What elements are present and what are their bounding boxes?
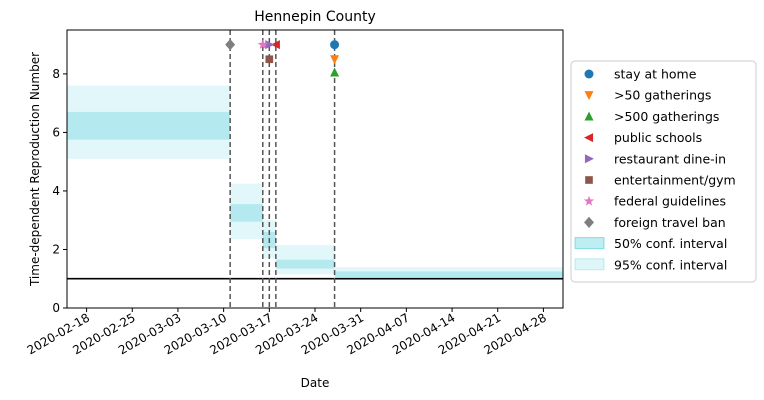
intervention-marker	[225, 39, 236, 51]
legend-label: federal guidelines	[614, 194, 726, 209]
ci95-band	[334, 267, 563, 281]
legend-swatch	[574, 237, 605, 250]
intervention-marker	[257, 39, 268, 50]
ci95-band	[275, 245, 335, 275]
legend: stay at home >50 gatherings >500 gathering…	[570, 60, 757, 283]
intervention-markers	[225, 39, 340, 77]
ci95-band	[67, 85, 231, 159]
legend-swatch	[574, 258, 605, 271]
ci50-band	[230, 204, 263, 222]
y-axis-ticks: 0 2 4 6 8	[52, 67, 67, 315]
legend-marker	[584, 69, 594, 79]
legend-marker	[584, 111, 594, 121]
intervention-marker	[265, 55, 274, 64]
legend-marker	[584, 91, 594, 101]
legend-label: >50 gatherings	[614, 88, 711, 103]
x-axis-ticks: 2020-02-182020-02-252020-03-032020-03-10…	[25, 308, 549, 357]
legend-marker	[584, 133, 594, 143]
legend-label: >500 gatherings	[614, 109, 719, 124]
legend-label: 95% conf. interval	[614, 257, 727, 272]
intervention-marker	[265, 40, 275, 50]
ci50-band	[67, 111, 231, 140]
y-axis-label: Time-dependent Reproduction Number	[28, 52, 42, 287]
legend-label: foreign travel ban	[614, 215, 726, 230]
y-tick-label: 8	[52, 67, 60, 81]
legend-box	[570, 60, 757, 283]
legend-marker	[584, 154, 594, 164]
legend-marker	[585, 176, 593, 184]
y-tick-label: 0	[52, 301, 60, 315]
ci50-band	[275, 259, 335, 269]
confidence-bands	[67, 85, 563, 281]
y-tick-label: 2	[52, 242, 60, 256]
legend-label: entertainment/gym	[614, 173, 736, 188]
legend-marker	[584, 216, 594, 229]
legend-label: stay at home	[614, 67, 697, 82]
legend-label: restaurant dine-in	[614, 151, 726, 166]
y-tick-label: 4	[52, 184, 60, 198]
x-axis-label: Date	[301, 376, 330, 390]
intervention-marker	[270, 40, 280, 50]
chart-title: Hennepin County	[254, 9, 375, 25]
ci95-band	[230, 183, 263, 240]
intervention-marker	[330, 40, 340, 50]
intervention-marker	[330, 67, 340, 77]
legend-label: public schools	[614, 130, 702, 145]
legend-marker	[583, 195, 595, 206]
legend-label: 50% conf. interval	[614, 236, 727, 251]
ci50-band	[334, 271, 563, 278]
intervention-lines	[229, 30, 336, 308]
intervention-marker	[330, 55, 340, 65]
y-tick-label: 6	[52, 125, 60, 139]
